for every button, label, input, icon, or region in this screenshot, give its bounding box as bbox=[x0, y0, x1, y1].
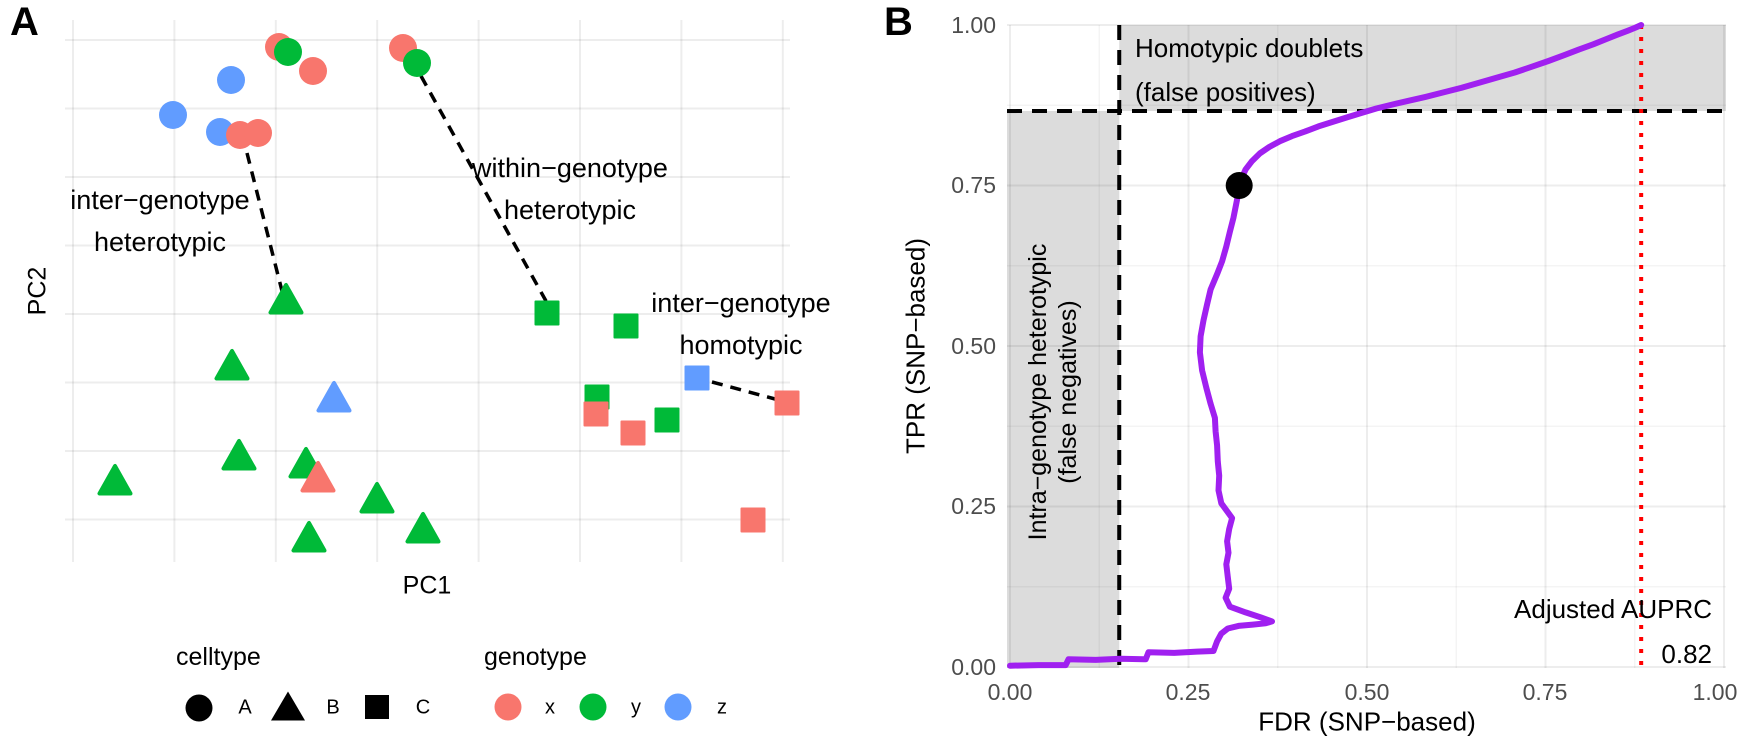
scatter-point-circle bbox=[274, 38, 302, 66]
scatter-point-triangle bbox=[405, 512, 441, 544]
region-left-label: Intra−genotype heterotypic (false negati… bbox=[1023, 244, 1083, 541]
genotype-y-swatch-icon bbox=[579, 693, 607, 721]
scatter-point-triangle bbox=[214, 349, 250, 381]
celltype-b-triangle-icon bbox=[271, 691, 305, 721]
celltype-c-label: C bbox=[415, 696, 431, 719]
x-tick-0.75: 0.75 bbox=[1522, 679, 1568, 705]
annotation-inter-genotype-heterotypic: inter−genotype heterotypic bbox=[70, 179, 249, 263]
prc-curve bbox=[1007, 22, 1645, 669]
annotation-connector-line bbox=[419, 75, 548, 302]
auprc-value: 0.82 bbox=[1661, 639, 1712, 669]
y-tick-0.75: 0.75 bbox=[951, 172, 996, 198]
genotype-x-swatch-icon bbox=[494, 693, 522, 721]
pc2-axis-title: PC2 bbox=[23, 266, 52, 316]
scatter-point-triangle bbox=[221, 439, 257, 471]
genotype-z-swatch-icon bbox=[664, 693, 692, 721]
region-left-label-line1: Intra−genotype heterotypic bbox=[1024, 243, 1052, 541]
region-false-negatives bbox=[1007, 111, 1120, 668]
auprc-label: Adjusted AUPRC bbox=[1514, 594, 1712, 624]
y-tick-1.00: 1.00 bbox=[951, 12, 996, 38]
scatter-point-triangle bbox=[300, 461, 336, 493]
y-tick-0.25: 0.25 bbox=[951, 493, 996, 519]
scatter-point-circle bbox=[217, 66, 245, 94]
y-tick-0.00: 0.00 bbox=[951, 654, 996, 680]
tpr-axis-title: TPR (SNP−based) bbox=[900, 237, 931, 455]
scatter-point-square bbox=[583, 401, 609, 427]
annotation-line: inter−genotype bbox=[651, 288, 831, 318]
scatter-point-triangle bbox=[97, 464, 133, 496]
scatter-point-square bbox=[613, 313, 639, 339]
scatter-point-triangle bbox=[359, 482, 395, 514]
operating-point bbox=[1225, 172, 1253, 199]
genotype-x-label: x bbox=[545, 696, 555, 719]
scatter-point-circle bbox=[159, 101, 187, 129]
x-tick-0.50: 0.50 bbox=[1344, 679, 1390, 705]
annotation-line: within−genotype bbox=[472, 153, 668, 183]
genotype-legend-title: genotype bbox=[484, 643, 587, 671]
scatter-point-triangle bbox=[291, 521, 327, 553]
region-top-label-line1: Homotypic doublets bbox=[1135, 33, 1364, 63]
scatter-point-triangle bbox=[268, 283, 304, 315]
scatter-point-square bbox=[684, 365, 710, 391]
scatter-point-square bbox=[774, 390, 800, 416]
celltype-a-label: A bbox=[238, 696, 252, 719]
annotation-line: inter−genotype bbox=[70, 185, 250, 215]
scatter-point-square bbox=[740, 507, 766, 533]
region-top-label-line2: (false positives) bbox=[1135, 77, 1316, 107]
x-tick-1.00: 1.00 bbox=[1692, 679, 1738, 705]
scatter-point-triangle bbox=[316, 381, 352, 413]
celltype-legend-title: celltype bbox=[176, 643, 261, 671]
annotation-connector-line bbox=[245, 152, 284, 292]
annotation-inter-genotype-homotypic: inter−genotype homotypic bbox=[651, 282, 830, 366]
panel-b-label: B bbox=[884, 0, 913, 44]
annotation-within-genotype-heterotypic: within−genotype heterotypic bbox=[472, 147, 668, 231]
y-tick-0.50: 0.50 bbox=[951, 333, 996, 359]
scatter-point-circle bbox=[403, 49, 431, 77]
scatter-point-square bbox=[620, 420, 646, 446]
region-left-label-line2: (false negatives) bbox=[1054, 300, 1082, 484]
pc1-axis-title: PC1 bbox=[402, 571, 452, 600]
annotation-line: homotypic bbox=[679, 330, 803, 360]
genotype-z-label: z bbox=[717, 696, 727, 719]
celltype-c-square-icon bbox=[365, 695, 389, 719]
panel-a-label: A bbox=[10, 0, 39, 44]
scatter-point-circle bbox=[244, 119, 272, 147]
genotype-y-label: y bbox=[631, 696, 641, 719]
celltype-a-circle-icon bbox=[185, 694, 213, 722]
x-tick-0.25: 0.25 bbox=[1165, 679, 1211, 705]
annotation-line: heterotypic bbox=[503, 195, 637, 225]
fdr-axis-title: FDR (SNP−based) bbox=[1258, 706, 1476, 737]
scatter-point-square bbox=[534, 300, 560, 326]
annotation-line: heterotypic bbox=[93, 227, 227, 257]
celltype-b-label: B bbox=[326, 696, 340, 719]
annotation-connector-line bbox=[711, 380, 776, 401]
scatter-point-circle bbox=[299, 57, 327, 85]
x-tick-0.00: 0.00 bbox=[987, 679, 1033, 705]
scatter-point-square bbox=[654, 407, 680, 433]
